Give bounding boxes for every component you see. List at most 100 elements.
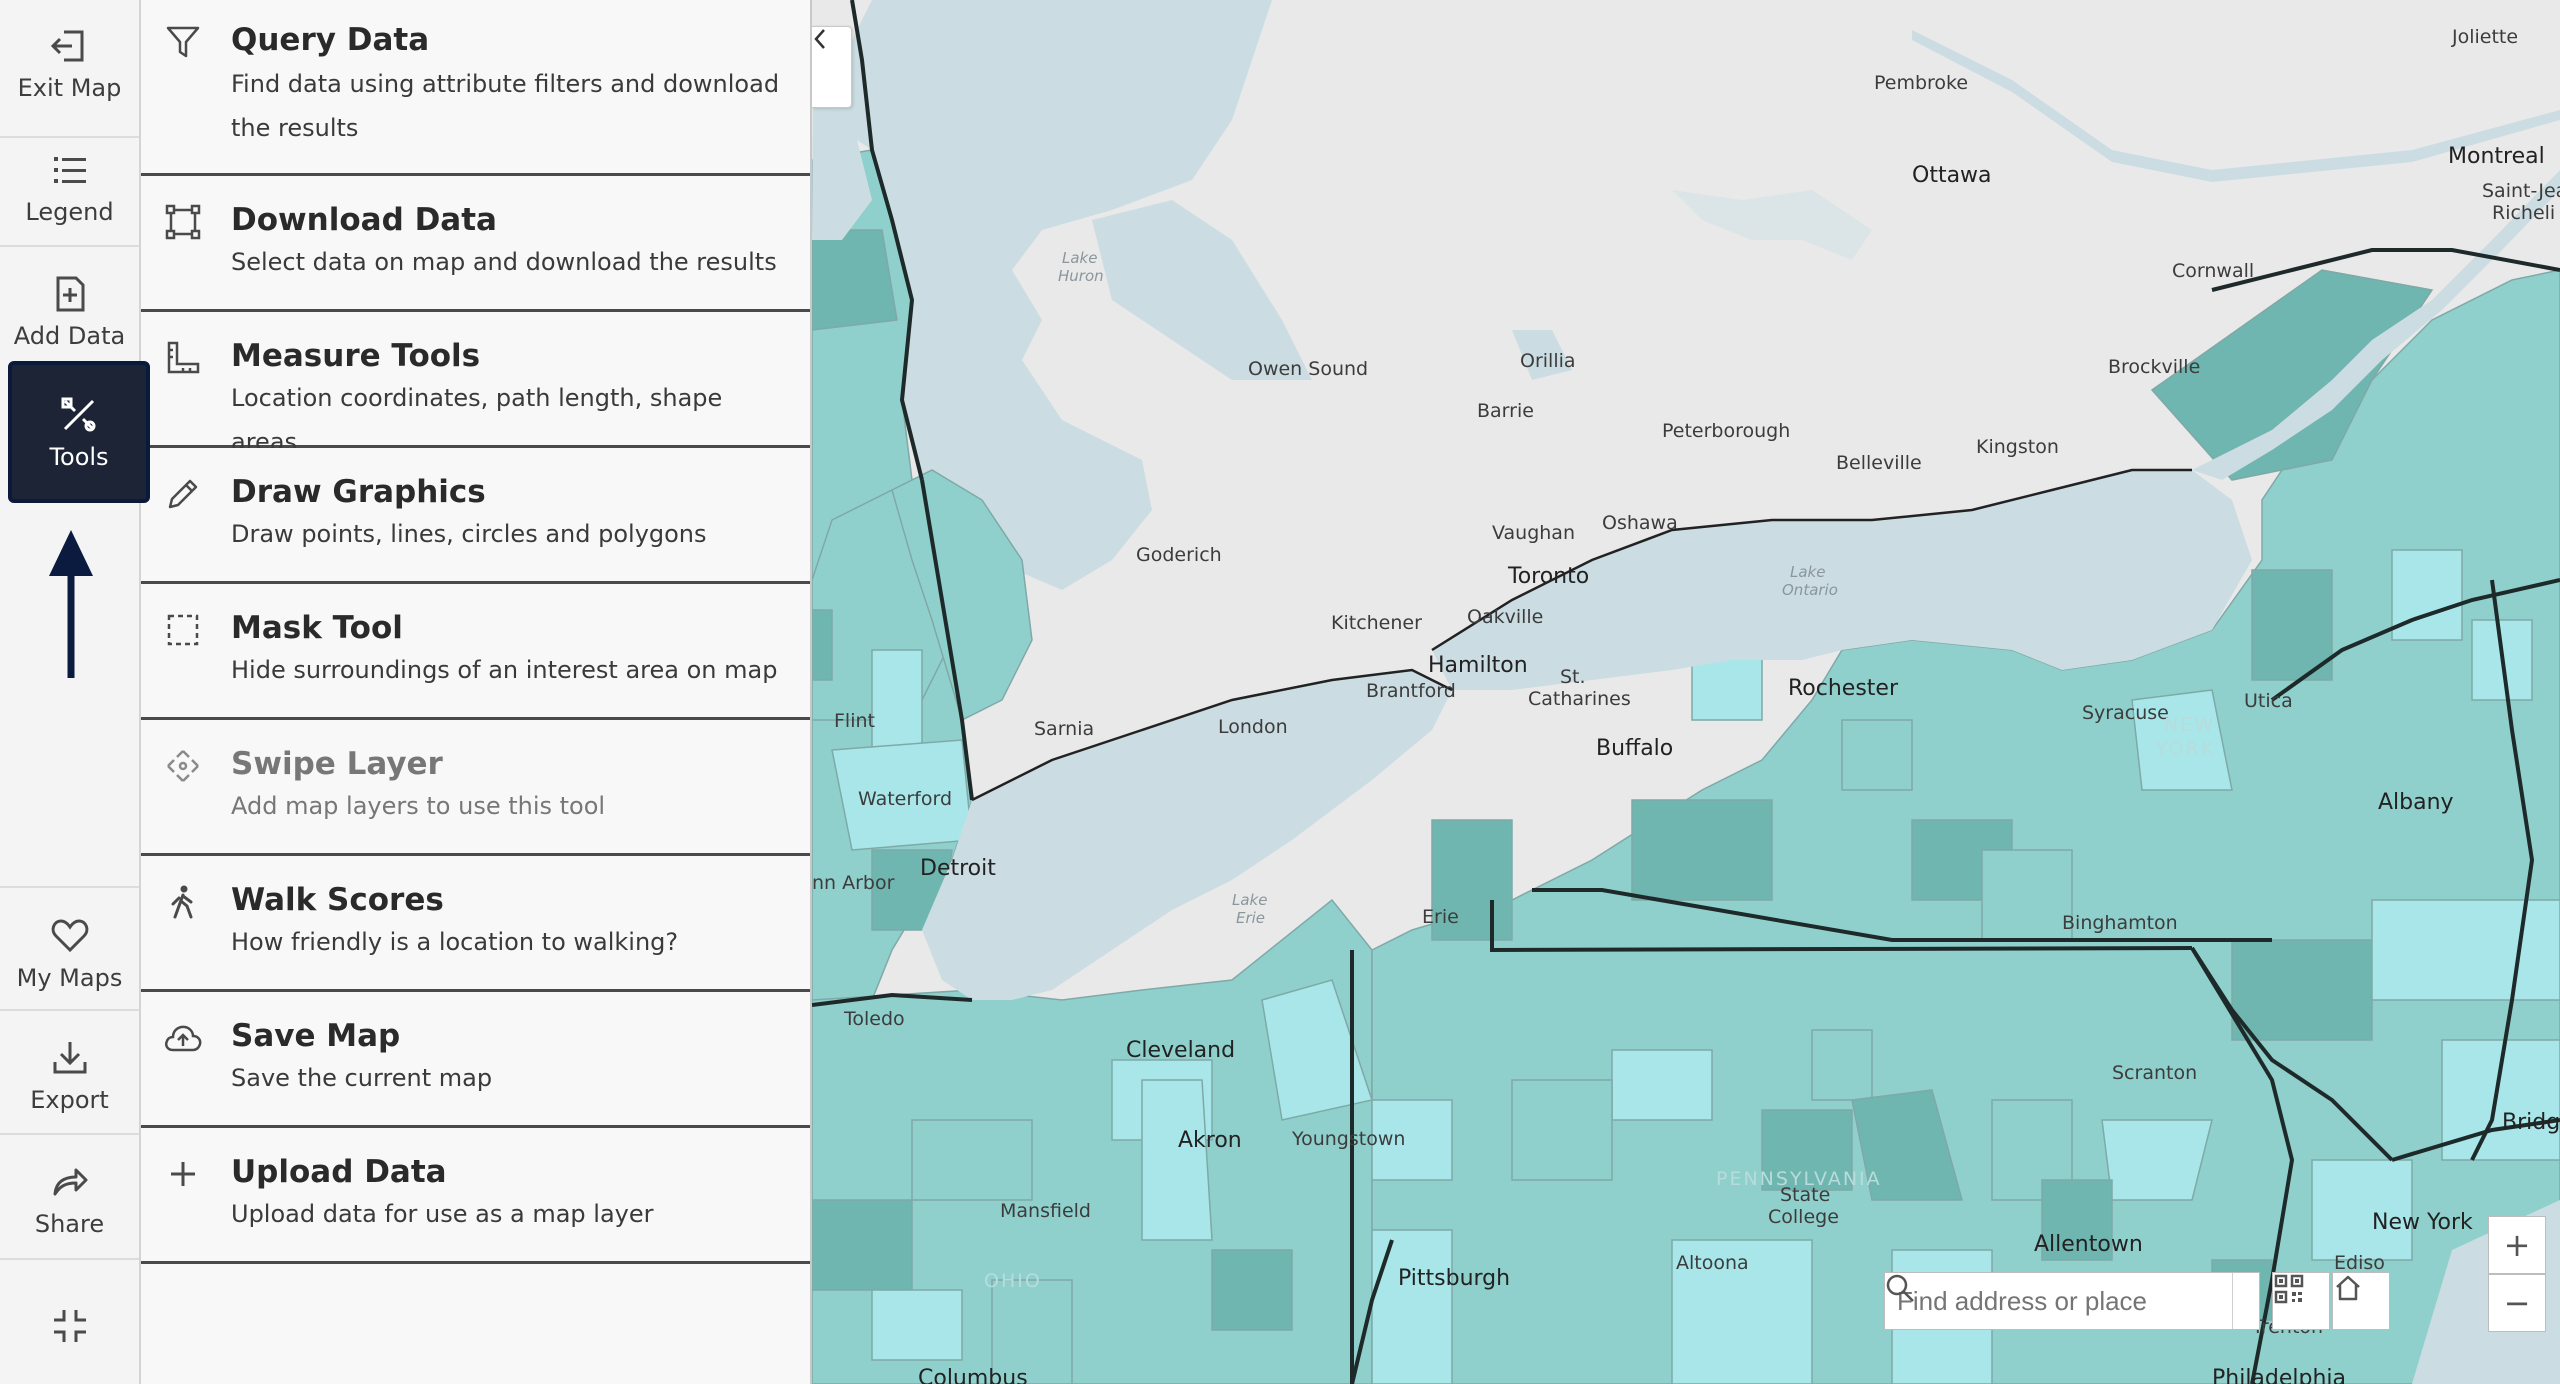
tool-title: Measure Tools <box>231 338 481 374</box>
tool-mask-tool[interactable]: Mask Tool Hide surroundings of an intere… <box>141 584 810 720</box>
map-label: Kingston <box>1976 436 2059 458</box>
collapse-panel-button[interactable] <box>812 26 852 108</box>
add-data-button[interactable]: Add Data <box>0 272 139 350</box>
map-label: Erie <box>1236 909 1266 927</box>
map-view[interactable]: Joliette Pembroke Ottawa Montreal Saint-… <box>812 0 2560 1384</box>
my-maps-label: My Maps <box>16 964 123 992</box>
map-label: Montreal <box>2448 144 2545 169</box>
map-label: Utica <box>2244 690 2293 712</box>
map-label: Flint <box>834 710 875 732</box>
map-label: Brantford <box>1366 680 1456 702</box>
map-label: Cornwall <box>2172 260 2255 282</box>
plus-icon <box>161 1152 205 1196</box>
map-label: Toledo <box>844 1008 905 1030</box>
tool-download-data[interactable]: Download Data Select data on map and dow… <box>141 176 810 312</box>
map-label: Scranton <box>2112 1062 2198 1084</box>
tools-label: Tools <box>49 443 109 471</box>
exit-map-label: Exit Map <box>17 74 122 102</box>
map-label: Belleville <box>1836 452 1922 474</box>
zoom-in-button[interactable]: + <box>2488 1216 2546 1274</box>
map-label: Detroit <box>920 856 996 881</box>
map-label: Ediso <box>2334 1252 2385 1274</box>
map-label: Kitchener <box>1331 612 1422 634</box>
zoom-out-button[interactable]: − <box>2488 1274 2546 1332</box>
search-widget <box>1884 1272 2260 1330</box>
exit-map-button[interactable]: Exit Map <box>0 24 139 102</box>
map-label: State <box>1780 1184 1831 1206</box>
tool-description: Save the current map <box>231 1064 493 1092</box>
select-area-icon <box>161 200 205 244</box>
tool-title: Swipe Layer <box>231 746 443 782</box>
tools-button[interactable]: Tools <box>8 361 150 503</box>
map-label: Goderich <box>1136 544 1222 566</box>
tool-description: Select data on map and download the resu… <box>231 248 777 276</box>
map-label: St. <box>1560 666 1586 688</box>
tool-walk-scores[interactable]: Walk Scores How friendly is a location t… <box>141 856 810 992</box>
qr-code-button[interactable] <box>2272 1272 2330 1330</box>
tool-title: Upload Data <box>231 1154 447 1190</box>
map-label: Altoona <box>1676 1252 1749 1274</box>
map-label: Joliette <box>2452 26 2519 48</box>
filter-icon <box>161 20 205 64</box>
tool-title: Query Data <box>231 22 430 58</box>
map-label: Saint-Jea <box>2482 180 2560 202</box>
tool-title: Download Data <box>231 202 497 238</box>
rail-divider <box>0 245 139 247</box>
map-label: Allentown <box>2034 1232 2143 1257</box>
tool-description: Upload data for use as a map layer <box>231 1200 654 1228</box>
side-rail: Exit Map Legend Add Data Tools My Maps <box>0 0 150 1384</box>
map-label: Oakville <box>1467 606 1544 628</box>
map-label: Binghamton <box>2062 912 2178 934</box>
map-label: New York <box>2372 1210 2473 1235</box>
map-label: Ottawa <box>1912 163 1992 188</box>
tool-description: Location coordinates, path length, shape… <box>231 384 723 456</box>
tool-draw-graphics[interactable]: Draw Graphics Draw points, lines, circle… <box>141 448 810 584</box>
tool-swipe-layer[interactable]: Swipe Layer Add map layers to use this t… <box>141 720 810 856</box>
map-label: Youngstown <box>1292 1128 1406 1150</box>
export-label: Export <box>30 1086 109 1114</box>
map-label: Philadelphia <box>2212 1366 2347 1384</box>
map-label: London <box>1218 716 1288 738</box>
map-label: Huron <box>1058 267 1104 285</box>
map-label: Pittsburgh <box>1398 1266 1511 1291</box>
rail-divider <box>0 1133 139 1135</box>
choropleth-michigan-ohio <box>812 149 1373 1384</box>
tools-panel: Query Data Find data using attribute fil… <box>141 0 812 1384</box>
map-label: OHIO <box>984 1270 1042 1292</box>
mask-icon <box>161 608 205 652</box>
map-label: Lake <box>1790 563 1826 581</box>
rail-divider <box>0 1009 139 1011</box>
tool-title: Save Map <box>231 1018 401 1054</box>
map-label: NEW <box>2164 714 2216 736</box>
map-label: Waterford <box>858 788 953 810</box>
tool-upload-data[interactable]: Upload Data Upload data for use as a map… <box>141 1128 810 1264</box>
swipe-icon <box>161 744 205 788</box>
map-label: Ontario <box>1782 581 1838 599</box>
tool-description: Find data using attribute filters and do… <box>231 70 780 142</box>
export-button[interactable]: Export <box>0 1036 139 1114</box>
tool-title: Mask Tool <box>231 610 403 646</box>
my-maps-button[interactable]: My Maps <box>0 914 139 992</box>
share-button[interactable]: Share <box>0 1160 139 1238</box>
heart-icon <box>48 914 92 958</box>
home-button[interactable] <box>2332 1272 2390 1330</box>
map-label: Orillia <box>1520 350 1576 372</box>
tool-save-map[interactable]: Save Map Save the current map <box>141 992 810 1128</box>
search-button[interactable] <box>1886 1273 2259 1329</box>
tool-title: Draw Graphics <box>231 474 486 510</box>
map-label: Brockville <box>2108 356 2201 378</box>
map-label: College <box>1768 1206 1839 1228</box>
tool-query-data[interactable]: Query Data Find data using attribute fil… <box>141 0 810 176</box>
map-label: PENNSYLVANIA <box>1716 1168 1882 1190</box>
tool-measure-tools[interactable]: Measure Tools Location coordinates, path… <box>141 312 810 456</box>
legend-button[interactable]: Legend <box>0 148 139 226</box>
add-file-icon <box>48 272 92 316</box>
minimize-icon <box>48 1304 92 1348</box>
choropleth-pa-ny <box>1371 269 2560 1384</box>
search-input[interactable] <box>1885 1273 2232 1329</box>
exit-icon <box>48 24 92 68</box>
map-label: Erie <box>1422 906 1459 928</box>
tool-description: Hide surroundings of an interest area on… <box>231 656 778 684</box>
collapse-fullscreen-button[interactable] <box>0 1304 139 1354</box>
share-arrow-icon <box>48 1160 92 1204</box>
